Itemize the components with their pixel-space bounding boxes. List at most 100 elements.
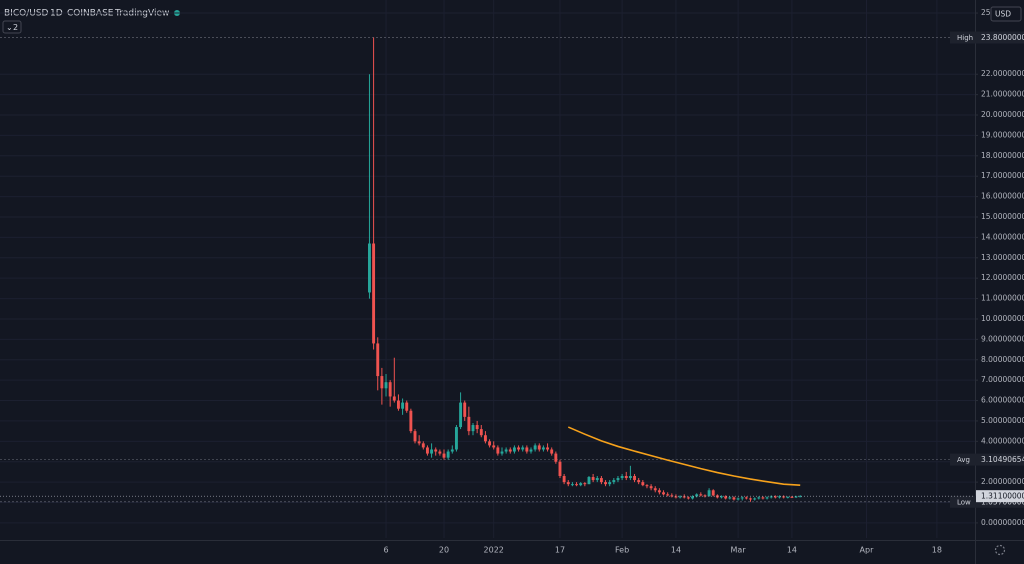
candle-body — [562, 476, 566, 483]
indicator-toggle[interactable] — [2, 20, 22, 34]
candle-body — [728, 497, 732, 499]
price-line-value: 23.80000000 — [981, 33, 1024, 42]
candle-body — [396, 400, 400, 409]
currency[interactable]: USD — [995, 10, 1011, 19]
candle-body — [703, 495, 707, 497]
candle-body — [778, 496, 781, 498]
candle-body — [744, 497, 748, 499]
candle-body — [467, 416, 471, 432]
candle-body — [645, 485, 649, 487]
candle-body — [372, 243, 376, 344]
candle-body — [649, 486, 653, 489]
candle-body — [761, 497, 765, 499]
candle-body — [595, 478, 599, 481]
last-price-box — [976, 490, 1024, 503]
candle-body — [720, 496, 723, 498]
candle-body — [769, 496, 773, 498]
y-tick-label: 10.00000000 — [981, 314, 1024, 323]
y-tick-label: 17.00000000 — [981, 171, 1024, 180]
moving-average — [567, 426, 801, 486]
candle-body — [384, 382, 388, 389]
price-line-value: 3.10490654 — [981, 455, 1024, 464]
candle-body — [566, 482, 570, 485]
candle-body — [450, 449, 454, 452]
y-tick-label: 20.00000000 — [981, 110, 1024, 119]
candle-body — [492, 445, 496, 448]
y-tick-label: 8.00000000 — [981, 355, 1024, 364]
candle-body — [740, 497, 744, 499]
indicator-count[interactable]: 2 — [13, 23, 18, 32]
candle-body — [500, 451, 504, 454]
candle-body — [388, 382, 392, 397]
candle-body — [479, 429, 483, 436]
currency-box[interactable] — [990, 6, 1022, 22]
candle-body — [550, 449, 554, 454]
candle-body — [773, 496, 777, 498]
candle-body — [711, 490, 715, 496]
y-tick-label: 12.00000000 — [981, 273, 1024, 282]
candle-body — [430, 449, 434, 454]
y-tick-label: 25 — [981, 8, 991, 17]
candle-body — [392, 396, 396, 401]
x-tick-label: 18 — [932, 546, 942, 555]
y-tick-label: 6.00000000 — [981, 396, 1024, 405]
candle-body — [525, 447, 529, 452]
candle-body — [558, 461, 562, 477]
candle-body — [376, 343, 380, 377]
candle-body — [786, 496, 790, 498]
candle-body — [662, 492, 665, 495]
y-tick-label: 9.00000000 — [981, 334, 1024, 343]
candle-body — [421, 443, 425, 448]
settings-icon[interactable] — [994, 544, 1006, 556]
y-tick-label: 14.00000000 — [981, 232, 1024, 241]
candle-body — [463, 402, 467, 417]
candle-body — [512, 447, 516, 452]
y-tick-label: 18.00000000 — [981, 151, 1024, 160]
candle-body — [686, 497, 690, 499]
candle-body — [749, 498, 752, 500]
candle-body — [541, 447, 545, 450]
candle-body — [483, 435, 487, 442]
candle-body — [425, 447, 429, 454]
y-tick-label: 0.00000000 — [981, 518, 1024, 527]
candle-body — [434, 449, 438, 452]
candle-body — [546, 447, 550, 450]
candle-body — [691, 496, 694, 499]
candle-body — [657, 490, 661, 493]
candle-body — [666, 494, 670, 496]
candle-body — [554, 453, 558, 462]
candle-body — [765, 497, 769, 499]
candle-body — [678, 496, 682, 498]
candle-body — [529, 449, 533, 452]
candle-body — [575, 484, 579, 486]
candle-body — [587, 477, 591, 485]
candle-body — [682, 496, 686, 498]
y-tick-label: 5.00000000 — [981, 416, 1024, 425]
price-line-name: High — [957, 34, 973, 42]
y-tick-label: 11.00000000 — [981, 294, 1024, 303]
price-line-name: Avg — [957, 456, 970, 464]
x-tick-label: 20 — [439, 546, 449, 555]
candle-body — [612, 480, 616, 483]
price-line-name: Low — [957, 498, 971, 506]
candle-body — [508, 449, 512, 452]
candle-body — [496, 447, 500, 454]
last-price-label: 1.31100000 — [981, 492, 1024, 501]
candle-body — [413, 431, 417, 442]
candle-body — [620, 476, 624, 479]
candle-body — [504, 449, 508, 452]
candle-body — [380, 376, 384, 389]
candle-body — [724, 496, 728, 499]
candle-body — [794, 496, 798, 498]
candle-body — [533, 445, 537, 450]
y-tick-label: 22.00000000 — [981, 69, 1024, 78]
candle-body — [641, 482, 645, 486]
candle-body — [454, 427, 458, 450]
candle-body — [790, 496, 794, 498]
y-tick-label: 4.00000000 — [981, 436, 1024, 445]
candle-body — [401, 402, 405, 409]
y-tick-label: 19.00000000 — [981, 130, 1024, 139]
candle-body — [368, 243, 371, 293]
